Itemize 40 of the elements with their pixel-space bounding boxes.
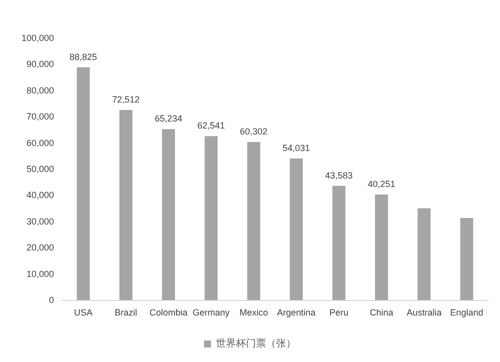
bar (375, 194, 388, 300)
x-tick-label: Australia (406, 308, 442, 318)
y-tick-label: 40,000 (26, 190, 54, 200)
y-tick-label: 20,000 (26, 242, 54, 253)
data-label: 72,512 (112, 94, 140, 105)
bar (162, 129, 175, 300)
x-tick-label: England (450, 308, 484, 318)
data-label: 54,031 (282, 142, 310, 153)
bar (76, 67, 90, 300)
y-tick-label: 60,000 (26, 138, 54, 148)
y-tick-label: 90,000 (26, 59, 54, 70)
y-tick-label: 50,000 (26, 164, 54, 174)
x-tick-label: Mexico (239, 308, 268, 318)
bar (204, 136, 218, 300)
bar (460, 218, 474, 300)
legend-label: 世界杯门票（张） (216, 338, 296, 350)
y-tick-label: 0 (48, 295, 54, 305)
data-label: 40,251 (368, 179, 396, 190)
bar (332, 186, 346, 300)
y-tick-label: 30,000 (26, 216, 54, 226)
data-label: 65,234 (154, 114, 182, 124)
x-tick-label: Peru (329, 308, 348, 318)
x-tick-label: China (370, 308, 394, 318)
x-tick-label: Colombia (149, 308, 188, 318)
y-tick-label: 10,000 (26, 268, 54, 279)
y-tick-label: 70,000 (26, 112, 54, 122)
x-tick-label: USA (74, 308, 93, 318)
x-tick-label: Germany (192, 308, 230, 318)
bar (119, 110, 132, 300)
data-label: 62,541 (197, 120, 225, 131)
bar (418, 208, 431, 300)
data-label: 88,825 (70, 52, 98, 62)
bar (290, 158, 303, 300)
y-tick-label: 100,000 (21, 33, 54, 43)
data-label: 60,302 (240, 126, 268, 137)
x-tick-label: Brazil (114, 308, 138, 318)
data-label: 43,583 (325, 170, 353, 180)
y-tick-label: 80,000 (26, 85, 54, 96)
x-tick-label: Argentina (277, 308, 316, 318)
bar (247, 142, 260, 300)
